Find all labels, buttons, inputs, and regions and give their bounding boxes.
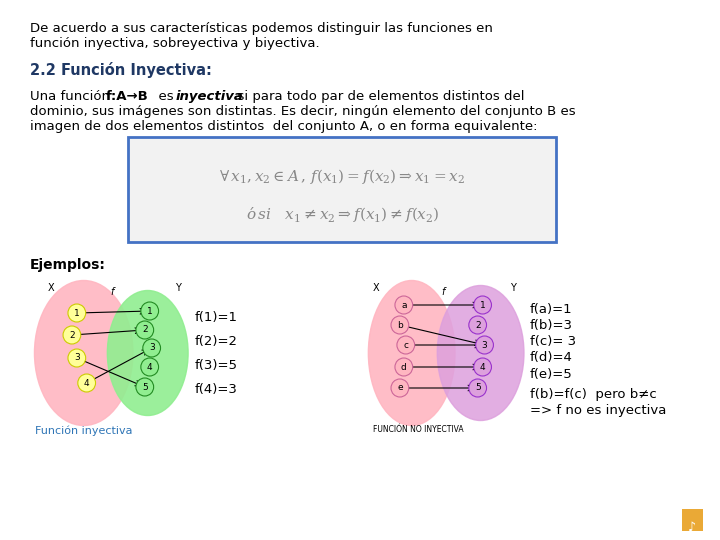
Text: inyectiva: inyectiva xyxy=(175,90,243,103)
Circle shape xyxy=(136,321,153,339)
Text: f(c)= 3: f(c)= 3 xyxy=(530,335,576,348)
Ellipse shape xyxy=(369,280,455,426)
Circle shape xyxy=(78,374,96,392)
Text: 5: 5 xyxy=(142,382,148,392)
Ellipse shape xyxy=(107,291,188,415)
Circle shape xyxy=(141,302,158,320)
Text: FUNCIÓN NO INYECTIVA: FUNCIÓN NO INYECTIVA xyxy=(373,425,464,434)
Text: f(e)=5: f(e)=5 xyxy=(530,368,572,381)
Text: => f no es inyectiva: => f no es inyectiva xyxy=(530,404,666,417)
Text: f: f xyxy=(110,287,114,297)
Text: $\acute{o}\, si\quad x_1 \neq x_2 \Rightarrow f(x_1) \neq f(x_2)$: $\acute{o}\, si\quad x_1 \neq x_2 \Right… xyxy=(246,205,439,225)
Text: Una función: Una función xyxy=(30,90,118,103)
Text: De acuerdo a sus características podemos distinguir las funciones en: De acuerdo a sus características podemos… xyxy=(30,22,492,35)
Text: X: X xyxy=(372,283,379,293)
Text: a: a xyxy=(401,300,407,309)
Text: imagen de dos elementos distintos  del conjunto A, o en forma equivalente:: imagen de dos elementos distintos del co… xyxy=(30,120,537,133)
FancyBboxPatch shape xyxy=(682,509,703,531)
Text: $\forall\, x_1, x_2 \in A\,,\, f(x_1) = f(x_2) \Rightarrow x_1 = x_2$: $\forall\, x_1, x_2 \in A\,,\, f(x_1) = … xyxy=(219,167,465,186)
Text: f(d)=4: f(d)=4 xyxy=(530,351,572,364)
Circle shape xyxy=(141,358,158,376)
Text: 3: 3 xyxy=(482,341,487,349)
Text: f:A→B: f:A→B xyxy=(105,90,148,103)
Text: b: b xyxy=(397,321,402,329)
Text: 4: 4 xyxy=(84,379,89,388)
Circle shape xyxy=(136,378,153,396)
Circle shape xyxy=(391,316,409,334)
Ellipse shape xyxy=(437,286,524,421)
Ellipse shape xyxy=(35,280,133,426)
Text: Ejemplos:: Ejemplos: xyxy=(30,258,105,272)
Text: 1: 1 xyxy=(74,308,80,318)
Circle shape xyxy=(397,336,415,354)
Circle shape xyxy=(391,379,409,397)
FancyBboxPatch shape xyxy=(128,137,557,242)
Text: 2: 2 xyxy=(142,326,148,334)
Text: 4: 4 xyxy=(480,362,485,372)
Circle shape xyxy=(395,296,413,314)
Text: si para todo par de elementos distintos del: si para todo par de elementos distintos … xyxy=(230,90,525,103)
Text: es: es xyxy=(150,90,182,103)
Circle shape xyxy=(143,339,161,357)
Text: f(a)=1: f(a)=1 xyxy=(530,303,572,316)
Text: e: e xyxy=(397,383,402,393)
Circle shape xyxy=(68,349,86,367)
Circle shape xyxy=(395,358,413,376)
Text: f: f xyxy=(441,287,445,297)
Text: 2: 2 xyxy=(475,321,480,329)
Text: Función inyectiva: Función inyectiva xyxy=(35,425,132,435)
Text: d: d xyxy=(401,362,407,372)
Text: f(2)=2: f(2)=2 xyxy=(195,335,238,348)
Text: 5: 5 xyxy=(474,383,480,393)
Text: 3: 3 xyxy=(149,343,155,353)
Text: 4: 4 xyxy=(147,362,153,372)
Text: 2: 2 xyxy=(69,330,75,340)
Circle shape xyxy=(469,316,487,334)
Circle shape xyxy=(474,358,492,376)
Text: 1: 1 xyxy=(480,300,485,309)
Text: ♪: ♪ xyxy=(688,521,696,534)
Text: f(3)=5: f(3)=5 xyxy=(195,359,238,372)
Circle shape xyxy=(63,326,81,344)
Circle shape xyxy=(476,336,493,354)
Text: f(b)=f(c)  pero b≠c: f(b)=f(c) pero b≠c xyxy=(530,388,657,401)
Text: c: c xyxy=(403,341,408,349)
Text: función inyectiva, sobreyectiva y biyectiva.: función inyectiva, sobreyectiva y biyect… xyxy=(30,37,319,50)
Text: 1: 1 xyxy=(147,307,153,315)
Text: Y: Y xyxy=(510,283,516,293)
Text: f(b)=3: f(b)=3 xyxy=(530,319,573,332)
Text: 3: 3 xyxy=(74,354,80,362)
Circle shape xyxy=(474,296,492,314)
Text: X: X xyxy=(48,283,54,293)
Circle shape xyxy=(469,379,487,397)
Text: Y: Y xyxy=(175,283,181,293)
Text: 2.2 Función Inyectiva:: 2.2 Función Inyectiva: xyxy=(30,62,212,78)
Text: dominio, sus imágenes son distintas. Es decir, ningún elemento del conjunto B es: dominio, sus imágenes son distintas. Es … xyxy=(30,105,575,118)
Text: f(1)=1: f(1)=1 xyxy=(195,311,238,324)
Text: f(4)=3: f(4)=3 xyxy=(195,383,238,396)
Circle shape xyxy=(68,304,86,322)
